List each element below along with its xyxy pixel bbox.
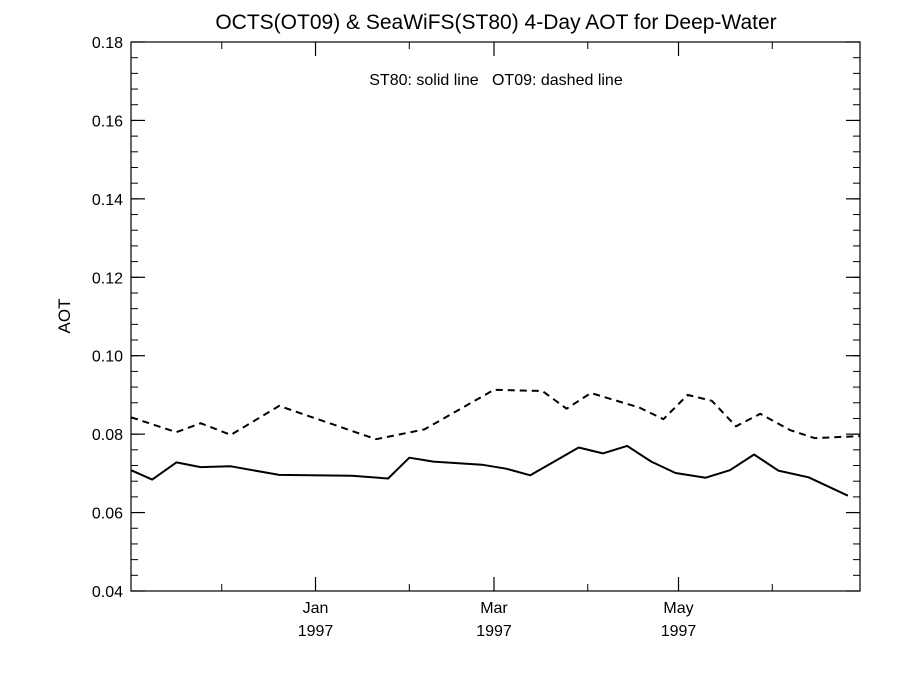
x-tick-labels: Jan 1997 Mar 1997 May 1997	[298, 600, 697, 640]
series-line-st80	[130, 444, 849, 497]
x-tick-label-month: Mar	[480, 600, 508, 617]
y-tick-labels: 0.04 0.06 0.08 0.10 0.12 0.14 0.16 0.18	[92, 35, 123, 601]
y-tick-label: 0.14	[92, 192, 123, 209]
y-axis-label: AOT	[55, 299, 74, 334]
y-tick-label: 0.06	[92, 506, 123, 523]
y-tick-label: 0.10	[92, 349, 123, 366]
chart-annotation: ST80: solid line OT09: dashed line	[369, 72, 623, 89]
axis-ticks	[131, 41, 860, 592]
x-tick-label-year: 1997	[661, 623, 697, 640]
plot-frame	[130, 41, 861, 592]
series-line-ot09	[130, 388, 861, 441]
x-tick-label-year: 1997	[476, 623, 512, 640]
chart-title: OCTS(OT09) & SeaWiFS(ST80) 4-Day AOT for…	[215, 11, 776, 34]
y-tick-label: 0.18	[92, 35, 123, 52]
y-tick-label: 0.12	[92, 270, 123, 287]
y-tick-label: 0.16	[92, 113, 123, 130]
x-tick-label-year: 1997	[298, 623, 334, 640]
y-tick-label: 0.08	[92, 427, 123, 444]
series-lines	[130, 388, 861, 497]
x-tick-label-month: May	[663, 600, 693, 617]
y-tick-label: 0.04	[92, 584, 123, 601]
x-tick-label-month: Jan	[303, 600, 329, 617]
